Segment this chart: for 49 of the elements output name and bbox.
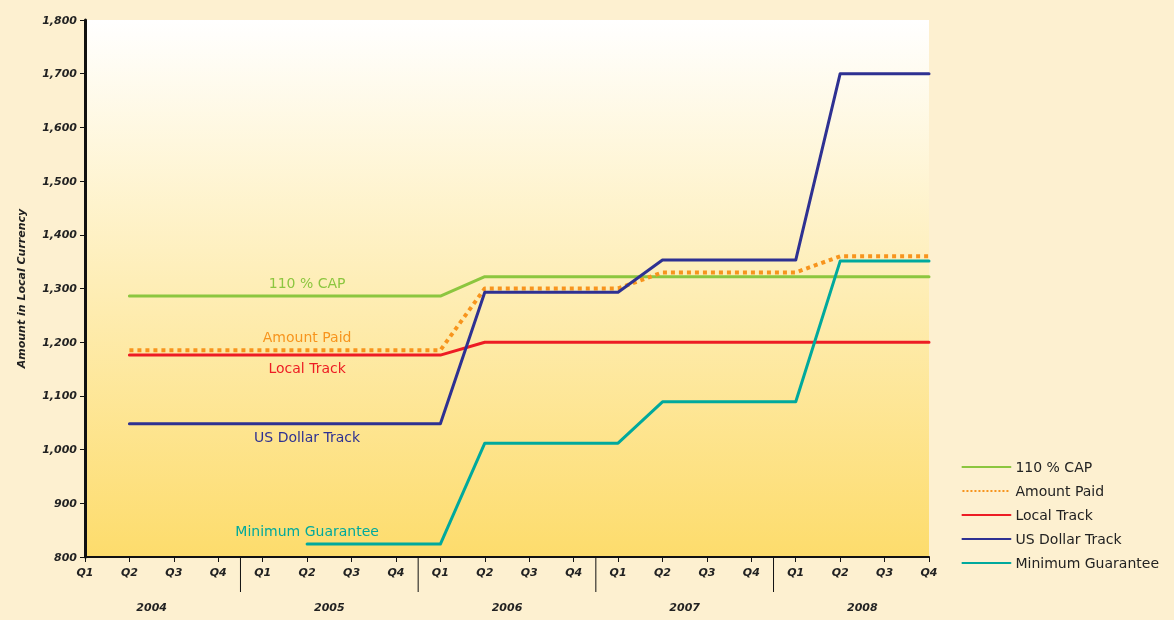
x-tick-label: Q3 [343,566,361,579]
y-tick-label: 1,100 [42,389,78,403]
y-tick-label: 900 [54,496,78,510]
x-tick-label: Q3 [165,566,183,579]
y-tick-label: 1,700 [42,67,78,81]
line-series [127,254,931,353]
text: 2004 [136,601,167,614]
text: US Dollar Track [254,428,361,445]
legend-label: Local Track [1015,507,1094,523]
y-tick-label: 1,400 [42,228,78,242]
x-tick-label: Q2 [298,566,316,579]
x-tick-label: Q2 [120,566,139,579]
text: 110 % CAP [268,275,346,292]
text: Minimum Guarantee [235,523,379,540]
x-tick-label: Q4 [209,566,227,579]
y-tick-label: 1,600 [42,120,78,134]
x-tick-label: Q4 [387,566,405,579]
x-tick-label: Q2 [476,566,494,579]
x-tick-label: Q1 [787,566,805,579]
y-tick-label: 1,000 [42,443,78,457]
y-axis-title: Amount in Local Currency [15,207,28,370]
y-tick-label: 1,200 [42,335,78,349]
text: 2007 [669,601,701,614]
y-tick-label: 1,800 [42,13,78,27]
y-tick-label: 1,300 [42,282,78,295]
text: 2008 [847,601,879,614]
y-tick-label: 1,500 [42,174,78,188]
text: 2005 [314,601,345,614]
x-tick-label: Q1 [609,566,627,579]
legend-label: Minimum Guarantee [1015,555,1160,571]
text: 2006 [491,601,523,614]
x-tick-label: Q3 [698,566,716,579]
x-tick-label: Q4 [920,566,938,579]
y-tick-label: 800 [54,550,78,564]
x-tick-label: Q2 [653,566,672,579]
x-tick-label: Q4 [565,566,583,579]
x-tick-label: Q3 [520,566,539,579]
legend-label: US Dollar Track [1015,531,1123,547]
x-tick-label: Q1 [254,566,272,579]
x-tick-label: Q2 [831,566,849,579]
x-tick-label: Q4 [742,566,760,579]
text: Local Track [268,360,346,377]
legend-label: Amount Paid [1015,483,1105,499]
legend-label: 110 % CAP [1015,459,1093,475]
x-tick-label: Q3 [876,566,894,579]
x-tick-label: Q1 [76,566,94,579]
text: Amount Paid [262,329,352,346]
x-tick-label: Q1 [431,566,449,579]
line-series [127,72,931,426]
